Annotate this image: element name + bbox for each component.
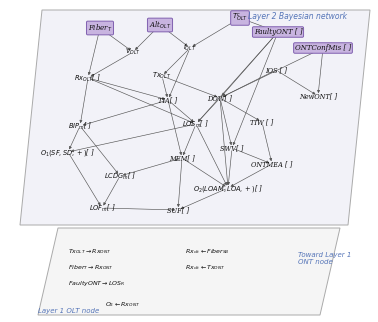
Text: $FaultyONT \rightarrow LOS_R$: $FaultyONT \rightarrow LOS_R$ [68, 279, 125, 288]
Text: MEM[ ]: MEM[ ] [169, 154, 195, 162]
Text: Alt$_{OLT}$: Alt$_{OLT}$ [149, 19, 171, 31]
Text: ONTConfMis [ ]: ONTConfMis [ ] [295, 44, 351, 52]
Polygon shape [20, 10, 370, 225]
Text: IOS [ ]: IOS [ ] [265, 66, 287, 74]
Text: $T^c_{OLT}$: $T^c_{OLT}$ [232, 12, 248, 24]
Text: Toward Layer 1
ONT node: Toward Layer 1 ONT node [298, 252, 352, 265]
Text: TIW [ ]: TIW [ ] [250, 118, 274, 126]
Text: SUF[ ]: SUF[ ] [167, 206, 189, 214]
Text: $Rx_{olt} \leftarrow Tx_{ONT}$: $Rx_{olt} \leftarrow Tx_{ONT}$ [185, 263, 226, 272]
Polygon shape [38, 228, 340, 315]
Text: $O_1(SF,SD,+)$[ ]: $O_1(SF,SD,+)$[ ] [40, 147, 96, 157]
Text: TIA[ ]: TIA[ ] [158, 96, 178, 104]
Text: SWV[ ]: SWV[ ] [220, 144, 244, 152]
Text: ONTMEA [ ]: ONTMEA [ ] [251, 160, 293, 168]
Text: $V_{OLT}$: $V_{OLT}$ [125, 47, 141, 57]
Text: FaultyONT [ ]: FaultyONT [ ] [254, 28, 302, 36]
Text: $O_2(LOAM,LOA,+)$[ ]: $O_2(LOAM,LOA,+)$[ ] [193, 183, 263, 194]
Text: $LOF_m$[ ]: $LOF_m$[ ] [88, 203, 115, 213]
Text: Layer 2 Bayesian network: Layer 2 Bayesian network [248, 12, 347, 21]
Text: $O_2 \leftarrow Rx_{ONT}$: $O_2 \leftarrow Rx_{ONT}$ [105, 300, 140, 309]
Text: $LOS_m$[ ]: $LOS_m$[ ] [183, 118, 209, 129]
Text: $Fiber_T \rightarrow Rx_{ONT}$: $Fiber_T \rightarrow Rx_{ONT}$ [68, 263, 114, 272]
Text: $Rx_{olt} \leftarrow Fiber_{SB}$: $Rx_{olt} \leftarrow Fiber_{SB}$ [185, 248, 230, 256]
Text: $Tx_{OLT}$: $Tx_{OLT}$ [152, 71, 172, 81]
Text: $Tx_{OLT} \rightarrow Rx_{ONT}$: $Tx_{OLT} \rightarrow Rx_{ONT}$ [68, 248, 112, 256]
Text: $LCDG_m$[ ]: $LCDG_m$[ ] [104, 170, 136, 182]
Text: $Rx_{OLT}$[ ]: $Rx_{OLT}$[ ] [74, 72, 102, 84]
Text: NewONT[ ]: NewONT[ ] [299, 92, 337, 100]
Text: Fiber$_T$: Fiber$_T$ [88, 23, 112, 33]
Text: DOW[ ]: DOW[ ] [208, 94, 232, 102]
Text: $I_{OLT}$: $I_{OLT}$ [183, 43, 197, 53]
Text: Layer 1 OLT node: Layer 1 OLT node [38, 308, 99, 314]
Text: $BIP_m$[ ]: $BIP_m$[ ] [68, 120, 92, 132]
